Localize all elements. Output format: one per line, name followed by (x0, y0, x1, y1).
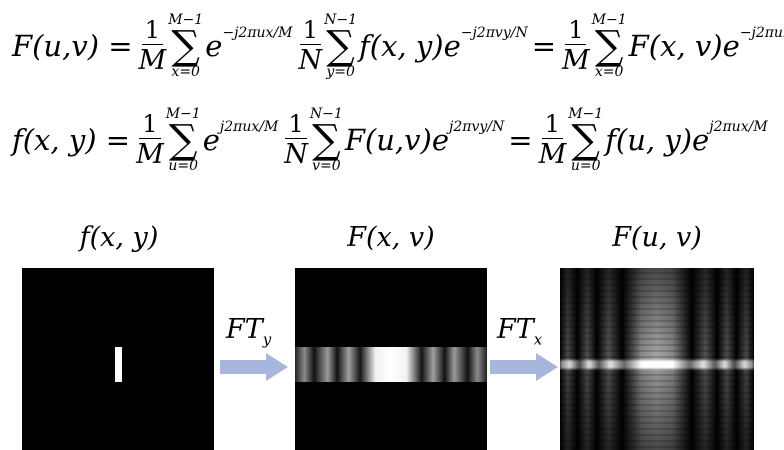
eq2-sum1-upper: M−1 (165, 106, 201, 122)
eq2-term3: f(u, y)ej2πux/M (605, 119, 767, 157)
eq2-frac3-den: M (538, 139, 567, 170)
ft-y-label: FTy (226, 314, 271, 348)
eq2-sum3-lower: u=0 (570, 158, 601, 174)
eq2-exp1: j2πux/M (219, 119, 279, 135)
eq1-sum1-lower: x=0 (171, 64, 200, 80)
eq1-sum2-upper: N−1 (324, 12, 358, 28)
eq2-term1: ej2πux/M (202, 119, 279, 157)
sigma-symbol: ∑ (594, 23, 624, 69)
sigma-symbol: ∑ (571, 117, 600, 163)
eq1-equals: = (531, 29, 557, 63)
intermediate-image-label: F(x, v) (347, 222, 435, 253)
eq2-frac2-num: 1 (285, 112, 307, 139)
eq2-equals: = (508, 123, 533, 157)
eq1-sum3-upper: M−1 (591, 12, 627, 28)
eq1-term2: f(x, y)e−j2πvy/N (359, 25, 528, 63)
eq1-sum1: M−1 ∑ x=0 (168, 13, 203, 79)
eq2-sum1: M−1 ∑ u=0 (166, 107, 201, 173)
eq2-exp2: j2πvy/N (449, 119, 505, 135)
dc-peak-line (560, 360, 754, 369)
white-bar (115, 347, 122, 382)
eq2-sum3: M−1 ∑ u=0 (568, 107, 603, 173)
intermediate-image (295, 268, 487, 450)
eq1-frac2-den: N (298, 45, 323, 76)
eq2-sum2: N−1 ∑ v=0 (310, 107, 343, 173)
transformed-band (295, 347, 487, 382)
eq2-lhs: f(x, y) = (12, 123, 131, 157)
ft-x-main: FT (497, 314, 534, 345)
ft-y-main: FT (226, 314, 263, 345)
vertical-falloff (560, 268, 754, 450)
eq2-term2: F(u,v)ej2πvy/N (344, 119, 504, 157)
eq2-frac3-num: 1 (541, 112, 564, 139)
eq1-term2-base: f(x, y)e (359, 29, 461, 63)
ft-y-arrow-icon (220, 353, 288, 381)
spatial-image-label: f(x, y) (79, 222, 159, 253)
eq2-sum2-upper: N−1 (309, 106, 343, 122)
frequency-image-label: F(u, v) (612, 222, 702, 253)
eq2-term3-base: f(u, y)e (605, 123, 710, 157)
ft-x-arrow-icon (490, 353, 558, 381)
sigma-symbol: ∑ (312, 117, 341, 163)
ft-y-arrow-shape (220, 353, 288, 381)
sigma-symbol: ∑ (171, 23, 200, 69)
eq2-term2-base: F(u,v)e (344, 123, 450, 157)
eq2-exp3: j2πux/M (709, 119, 768, 135)
eq1-sum3: M−1 ∑ x=0 (592, 13, 627, 79)
ft-x-arrow-shape (490, 353, 558, 381)
eq1-frac1-num: 1 (141, 18, 164, 45)
ft-y-sub: y (262, 330, 272, 349)
eq1-sum1-upper: M−1 (168, 12, 204, 28)
eq2-frac1-den: M (136, 139, 164, 170)
eq2-frac1-num: 1 (139, 112, 161, 139)
frequency-spectrum-image (560, 268, 754, 450)
eq2-sum2-lower: v=0 (312, 158, 341, 174)
eq2-sum3-upper: M−1 (568, 106, 604, 122)
eq1-exp3: −j2πux/M (739, 25, 784, 41)
eq2-frac2-den: N (284, 139, 308, 170)
sigma-symbol: ∑ (168, 117, 198, 163)
eq2-sum1-lower: u=0 (168, 158, 199, 174)
eq1-lhs: F(u,v) = (12, 29, 133, 63)
spatial-image (22, 268, 214, 450)
eq1-term3: F(x, v)e−j2πux/M (628, 25, 784, 63)
eq1-frac2-num: 1 (299, 18, 321, 45)
eq1-sum3-lower: x=0 (594, 64, 624, 80)
eq1-exp2: −j2πvy/N (460, 25, 528, 41)
eq2-term1-base: e (202, 123, 220, 157)
eq1-sum2: N−1 ∑ y=0 (324, 13, 357, 79)
eq1-term3-base: F(x, v)e (628, 29, 740, 63)
eq1-sum2-lower: y=0 (326, 64, 355, 80)
ft-x-label: FTx (497, 314, 542, 348)
eq1-term1-base: e (205, 29, 223, 63)
eq1-frac3-num: 1 (565, 18, 587, 45)
eq1-exp1: −j2πux/M (222, 25, 293, 41)
eq1-frac3-den: M (562, 45, 590, 76)
eq1-term1: e−j2πux/M (205, 25, 292, 63)
ft-x-sub: x (533, 330, 543, 349)
eq1-frac1-den: M (138, 45, 167, 76)
sigma-symbol: ∑ (326, 23, 355, 69)
